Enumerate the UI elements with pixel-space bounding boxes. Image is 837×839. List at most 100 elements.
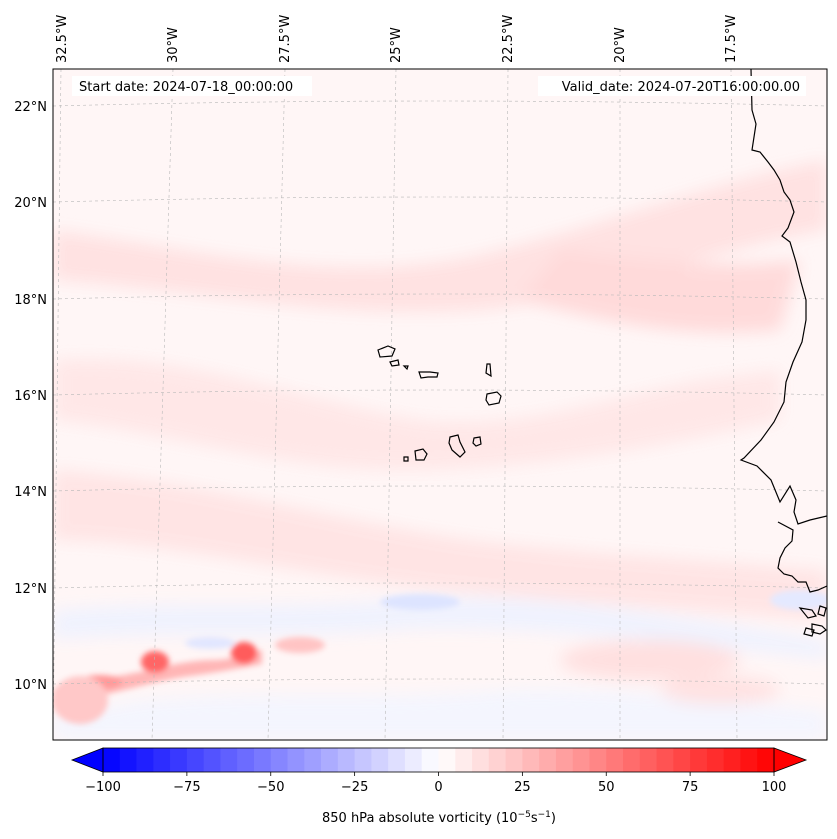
- colorbar: −100 −75 −50 −25 0 25 50 75 100 850 hPa absolute…: [70, 747, 808, 826]
- lon-line-27_5: [267, 69, 286, 740]
- lat-line-22: [53, 100, 827, 107]
- colorbar-tick-label: 25: [514, 780, 531, 795]
- colorbar-tick-label: 100: [762, 780, 787, 795]
- colorbar-cell: [253, 748, 272, 772]
- lon-label: 30°W: [166, 27, 181, 63]
- colorbar-extend-high: [773, 747, 808, 773]
- lon-label: 20°W: [613, 27, 628, 63]
- colorbar-tick-label: 75: [682, 780, 699, 795]
- lon-line-17_5: [730, 69, 738, 740]
- lat-line-12: [53, 582, 827, 589]
- colorbar-cell: [539, 748, 557, 772]
- lat-label: 18°N: [14, 293, 47, 308]
- colorbar-tick-label: −25: [341, 780, 368, 795]
- colorbar-tick-label: 0: [434, 780, 442, 795]
- latitude-labels: 22°N 20°N 18°N 16°N 14°N 12°N 10°N: [14, 100, 47, 693]
- valid-date-box: [538, 76, 806, 96]
- vorticity-patch-5: [53, 676, 108, 724]
- colorbar-cell: [455, 748, 473, 772]
- guinea-bissau-islands: [798, 605, 827, 637]
- colorbar-cell: [690, 748, 708, 772]
- lon-label: 25°W: [389, 27, 404, 63]
- colorbar-cell: [505, 748, 523, 772]
- vorticity-max-1: [141, 651, 169, 673]
- colorbar-cell: [153, 748, 171, 772]
- colorbar-cell: [186, 748, 205, 772]
- colorbar-tick-label: −100: [85, 780, 121, 795]
- positive-patch-southeast: [660, 676, 780, 704]
- colorbar-cell: [220, 748, 238, 772]
- colorbar-cell: [136, 748, 154, 772]
- colorbar-label-exp1: −5: [518, 810, 531, 820]
- negative-band-bottom: [53, 689, 827, 740]
- vorticity-field: [53, 69, 827, 740]
- vorticity-patch-4: [275, 637, 325, 653]
- lat-label: 16°N: [14, 389, 47, 404]
- senegal-gambia-coast: [777, 521, 827, 593]
- lat-line-18: [53, 293, 827, 300]
- colorbar-tick-label: −50: [257, 780, 284, 795]
- colorbar-cell: [656, 748, 674, 772]
- colorbar-cell: [287, 748, 305, 772]
- colorbar-tick-label: 50: [598, 780, 615, 795]
- colorbar-ticks: −100 −75 −50 −25 0 25 50 75 100: [85, 772, 786, 795]
- colorbar-cell: [237, 748, 255, 772]
- colorbar-cell: [522, 748, 540, 772]
- lon-label: 32.5°W: [55, 15, 70, 63]
- graticule: [53, 69, 827, 740]
- colorbar-cell: [119, 748, 137, 772]
- lon-line-22_5: [502, 69, 509, 740]
- colorbar-cell: [555, 748, 574, 772]
- positive-band-middle: [53, 358, 780, 470]
- lat-line-16: [53, 389, 827, 396]
- colorbar-cell: [337, 748, 356, 772]
- negative-patch-1: [380, 594, 460, 610]
- cape-verde-santa-luzia: [402, 365, 409, 371]
- colorbar-label-mid: s: [531, 811, 538, 826]
- colorbar-cell: [623, 748, 641, 772]
- colorbar-cell: [270, 748, 288, 772]
- lat-label: 14°N: [14, 485, 47, 500]
- africa-coastline: [739, 69, 827, 525]
- colorbar-cell: [371, 748, 389, 772]
- colorbar-label-end: ): [551, 811, 556, 826]
- cape-verde-brava: [403, 456, 409, 462]
- lat-line-10: [53, 678, 827, 685]
- cape-verde-sao-nicolau: [418, 371, 439, 379]
- lat-label: 20°N: [14, 196, 47, 211]
- cape-verde-santo-antao: [377, 345, 396, 358]
- colorbar-cell: [673, 748, 691, 772]
- cape-verde-santiago: [448, 434, 466, 458]
- colorbar-cell: [488, 748, 506, 772]
- colorbar-label: 850 hPa absolute vorticity (10−5s−1): [322, 810, 556, 826]
- colorbar-cell: [388, 748, 406, 772]
- lat-label: 22°N: [14, 100, 47, 115]
- longitude-labels: 32.5°W 30°W 27.5°W 25°W 22.5°W 20°W 17.5…: [55, 15, 739, 63]
- positive-patch-far-south: [560, 640, 740, 680]
- cape-verde-sao-vicente: [389, 359, 400, 367]
- cape-verde-sal: [485, 363, 492, 378]
- cape-verde-fogo: [414, 448, 428, 461]
- colorbar-cells: [103, 748, 775, 772]
- lon-line-30: [151, 69, 174, 740]
- colorbar-cell: [304, 748, 322, 772]
- colorbar-cell: [438, 748, 456, 772]
- colorbar-cell: [103, 748, 121, 772]
- colorbar-cell: [404, 748, 423, 772]
- lon-line-25: [384, 69, 397, 740]
- coastlines: [377, 69, 827, 637]
- colorbar-cell: [421, 748, 439, 772]
- colorbar-cell: [606, 748, 624, 772]
- colorbar-cell: [203, 748, 221, 772]
- negative-patch-2: [185, 637, 235, 649]
- colorbar-cell: [723, 748, 741, 772]
- lon-label: 27.5°W: [278, 15, 293, 63]
- colorbar-label-main: 850 hPa absolute vorticity (10: [322, 811, 518, 826]
- lon-label: 22.5°W: [501, 15, 516, 63]
- valid-date-label: Valid_date: 2024-07-20T16:00:00.00: [562, 80, 800, 95]
- negative-patch-3: [770, 590, 827, 610]
- positive-band-east: [520, 250, 800, 333]
- lat-label: 10°N: [14, 678, 47, 693]
- positive-band-south: [53, 470, 827, 620]
